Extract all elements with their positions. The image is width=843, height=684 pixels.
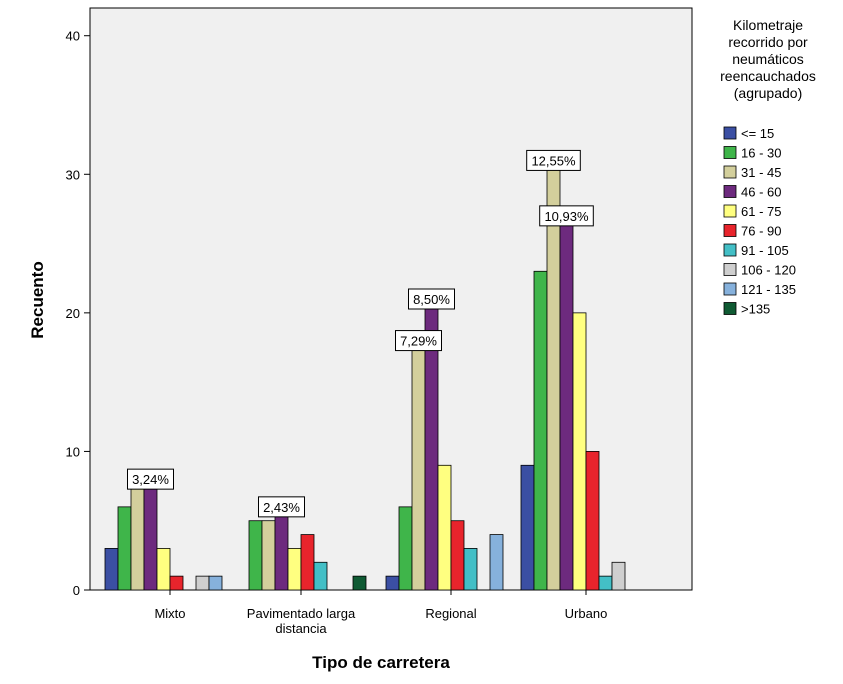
bar [208,575,223,591]
legend-title: reencauchados [720,68,816,84]
bar [248,520,263,591]
bar [598,575,613,591]
legend-swatch [723,302,737,315]
legend-label: 16 - 30 [741,146,781,161]
bar [463,548,478,591]
plot-area [89,7,693,591]
bar [411,340,426,591]
y-tick-label: 30 [66,167,80,182]
legend-label: 61 - 75 [741,204,781,219]
legend-label: 91 - 105 [741,243,789,258]
legend-title: Kilometraje [733,17,803,33]
legend-title: neumáticos [732,51,804,67]
bar [156,548,171,591]
legend-title: (agrupado) [734,85,803,101]
bar [437,464,452,591]
data-label: 8,50% [413,292,450,307]
legend-swatch [723,204,737,218]
data-label: 12,55% [531,153,576,168]
bar [533,270,548,591]
data-label-box: 8,50% [408,288,455,310]
plot-background [89,7,693,591]
bar [143,478,158,591]
legend-swatch [723,243,737,257]
bar [398,506,413,591]
y-tick-label: 40 [66,29,80,44]
bar [611,561,626,591]
legend-label: <= 15 [741,126,774,141]
x-tick-label: Regional [425,606,476,621]
data-label: 3,24% [132,472,169,487]
legend-label: 106 - 120 [741,263,796,278]
y-tick-label: 0 [73,583,80,598]
x-axis-title: Tipo de carretera [312,653,450,672]
data-label-box: 7,29% [395,330,442,352]
data-label-frame [127,468,174,490]
bar [117,506,132,591]
legend-swatch [723,282,737,296]
legend-swatch [723,165,737,179]
bar [585,451,600,591]
data-label: 2,43% [263,500,300,515]
bar [104,548,119,591]
legend-label: 46 - 60 [741,185,781,200]
legend-swatch [723,126,737,140]
bar [450,520,465,591]
bar [287,548,302,591]
legend-label: 76 - 90 [741,224,781,239]
data-label-frame [539,205,594,227]
x-tick-label: Pavimentado larga [247,606,356,621]
legend-swatch [723,224,737,237]
x-tick-label: Urbano [565,606,608,621]
legend-swatch [723,263,737,276]
data-label-box: 3,24% [127,468,174,490]
bar [169,575,184,591]
bar [489,534,504,591]
bar [274,506,289,591]
bar [300,534,315,591]
bar [385,575,400,591]
y-axis-title: Recuento [28,261,47,338]
data-label-frame [408,288,455,310]
data-label-frame [258,496,305,518]
legend-swatch [723,185,737,198]
legend-swatch [723,146,737,159]
data-label: 7,29% [400,334,437,349]
legend-label: >135 [741,302,770,317]
x-tick-label: Mixto [154,606,185,621]
legend-label: 121 - 135 [741,282,796,297]
bar [313,561,328,591]
bar [559,215,574,591]
data-label-frame [395,330,442,352]
legend-title: recorrido por [728,34,808,50]
bar [195,575,210,591]
bar [130,478,145,591]
data-label-box: 2,43% [258,496,305,518]
bar [352,575,367,591]
legend-label: 31 - 45 [741,165,781,180]
y-tick-label: 10 [66,444,80,459]
x-tick-label: distancia [275,621,327,636]
data-label-box: 12,55% [526,149,581,171]
data-label: 10,93% [544,209,589,224]
y-axis: 0 10 20 30 40 [66,8,91,598]
bar [261,520,276,591]
bar [520,464,535,591]
y-tick-label: 20 [66,306,80,321]
data-labels: 3,24% 2,43% 7,29% 8,50% 12,55% 10,93% [127,149,594,518]
data-label-frame [526,149,581,171]
bar [572,312,587,591]
data-label-box: 10,93% [539,205,594,227]
bars [104,160,626,591]
